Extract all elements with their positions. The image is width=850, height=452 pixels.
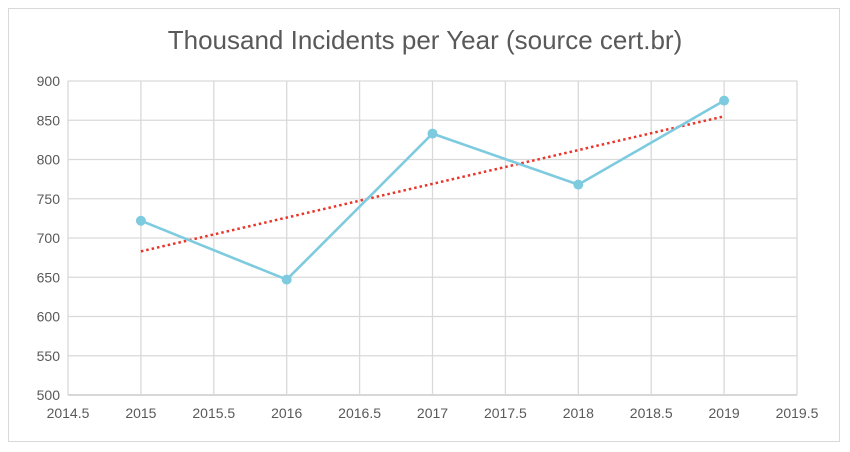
y-tick-label: 750 [37, 191, 61, 207]
data-point [573, 179, 584, 190]
data-point [719, 95, 730, 106]
data-point [281, 274, 292, 285]
x-tick-label: 2014.5 [47, 405, 90, 421]
y-tick-label: 800 [37, 152, 61, 168]
line-chart: Thousand Incidents per Year (source cert… [37, 25, 819, 421]
x-tick-label: 2015.5 [192, 405, 235, 421]
data-point [135, 215, 146, 226]
y-tick-label: 850 [37, 112, 61, 128]
x-tick-label: 2019.5 [776, 405, 819, 421]
chart-frame: Thousand Incidents per Year (source cert… [8, 8, 840, 442]
y-tick-label: 900 [37, 73, 61, 89]
tick-labels: 500 550 600 650 700 750 800 850 900 2014.5 2015 201… [37, 73, 819, 421]
x-tick-label: 2016.5 [338, 405, 381, 421]
trendline [140, 115, 725, 253]
x-tick-label: 2017 [417, 405, 448, 421]
data-point [427, 128, 438, 139]
y-tick-label: 700 [37, 230, 61, 246]
x-tick-label: 2015 [125, 405, 156, 421]
chart-title: Thousand Incidents per Year (source cert… [168, 25, 683, 55]
y-tick-label: 600 [37, 309, 61, 325]
x-tick-label: 2018 [563, 405, 594, 421]
series-layer [135, 95, 730, 285]
x-tick-label: 2017.5 [484, 405, 527, 421]
y-tick-label: 500 [37, 387, 61, 403]
x-tick-label: 2016 [271, 405, 302, 421]
x-tick-label: 2019 [709, 405, 740, 421]
y-tick-label: 550 [37, 348, 61, 364]
y-tick-label: 650 [37, 269, 61, 285]
trendline-dotted [140, 115, 725, 253]
gridlines [67, 80, 798, 396]
x-tick-label: 2018.5 [630, 405, 673, 421]
